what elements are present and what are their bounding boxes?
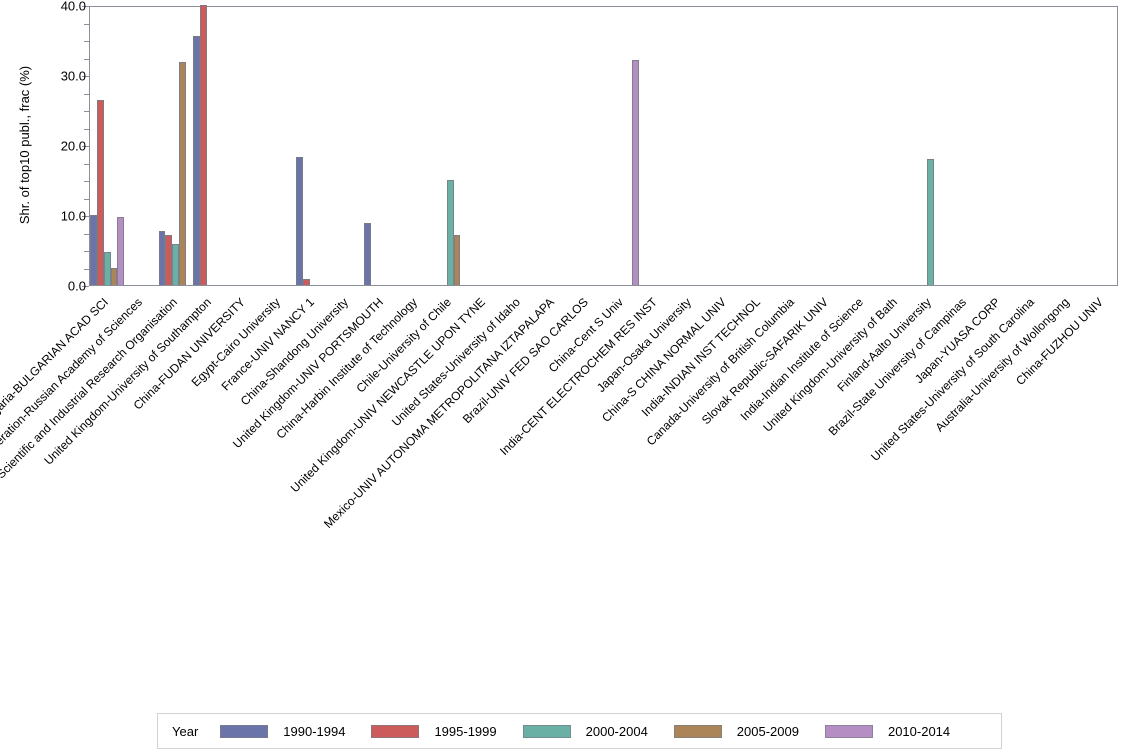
legend-swatch [220,724,269,738]
bar-group [364,7,398,285]
y-tick-minor [84,268,89,270]
legend-item[interactable]: 2005-2009 [673,723,799,739]
bar-group [295,7,330,285]
bar-group [639,7,673,285]
bar[interactable] [302,278,310,285]
y-tick-label: 10.0 [60,208,86,224]
bar-group [262,7,296,285]
bar-group [1085,7,1119,285]
bar-group [810,7,844,285]
bar[interactable] [179,62,187,285]
bar-group [536,7,570,285]
legend-item[interactable]: 1995-1999 [371,723,497,739]
bar[interactable] [90,215,97,285]
y-tick-label: 30.0 [60,68,86,84]
bar-group [605,7,639,285]
bar-group [330,7,364,285]
y-tick-minor [84,181,89,182]
bar[interactable] [165,234,173,285]
bar-group [913,7,947,285]
y-tick-major [82,286,89,287]
y-tick-minor [84,233,89,235]
legend-swatch [673,724,722,738]
bar-group [124,7,158,285]
bar-group [399,7,433,285]
bar[interactable] [158,231,166,285]
legend-items: 1990-1994 1995-1999 2000-2004 2005-2009 2010… [220,724,976,739]
y-tick-major [82,76,89,77]
bar[interactable] [172,243,180,285]
bar-group [673,7,707,285]
legend-label: 1990-1994 [283,723,346,739]
y-tick-minor [84,128,89,130]
y-tick-label: 0.0 [67,278,86,294]
legend-swatch [522,724,571,738]
bar[interactable] [117,217,125,285]
y-tick-major [82,216,89,217]
bar-group [502,7,536,285]
bar[interactable] [364,223,372,285]
y-tick-minor [84,163,89,165]
y-tick-minor [84,41,89,42]
bar[interactable] [110,267,118,285]
y-tick-label: 40.0 [60,0,86,14]
bar-group [845,7,879,285]
y-tick-minor [84,58,89,60]
bar-group [707,7,741,285]
bar-series-container [90,5,1119,285]
bar[interactable] [446,180,454,285]
bar[interactable] [631,60,639,285]
bar-group [742,7,776,285]
legend-swatch [824,724,873,738]
bar-group [776,7,810,285]
legend-label: 2010-2014 [887,723,951,739]
bar-group [158,7,193,285]
bar-group [433,7,467,285]
bar-group [879,7,913,285]
bar[interactable] [96,99,104,285]
bar-group [1050,7,1084,285]
y-tick-major [82,6,89,7]
legend-item[interactable]: 2000-2004 [522,723,648,739]
y-tick-minor [84,251,89,252]
bar-group [948,7,982,285]
y-tick-major [82,146,89,147]
bar[interactable] [926,159,934,285]
legend-label: 1995-1999 [434,723,497,739]
plot-area [89,5,1119,286]
bar-group [982,7,1016,285]
bar-group [1016,7,1050,285]
bar[interactable] [103,252,111,285]
bar[interactable] [192,35,200,285]
bar-group [467,7,501,285]
y-tick-minor [84,93,89,95]
y-tick-minor [84,111,89,112]
legend-label: 2000-2004 [585,723,648,739]
legend-swatch [371,724,420,738]
legend[interactable]: Year 1990-1994 1995-1999 2000-2004 2005-200… [157,713,1002,749]
bar[interactable] [295,156,303,285]
bar-group [570,7,604,285]
y-tick-minor [84,23,89,25]
y-tick-label: 20.0 [60,138,86,154]
bar-group [227,7,261,285]
bar[interactable] [199,5,207,285]
legend-title: Year [172,723,199,739]
legend-label: 2005-2009 [736,723,799,739]
y-tick-minor [84,198,89,200]
bar-group [192,5,227,285]
bar[interactable] [453,235,461,285]
legend-item[interactable]: 2010-2014 [824,723,951,739]
legend-item[interactable]: 1990-1994 [220,724,345,739]
bar-group [90,7,125,285]
